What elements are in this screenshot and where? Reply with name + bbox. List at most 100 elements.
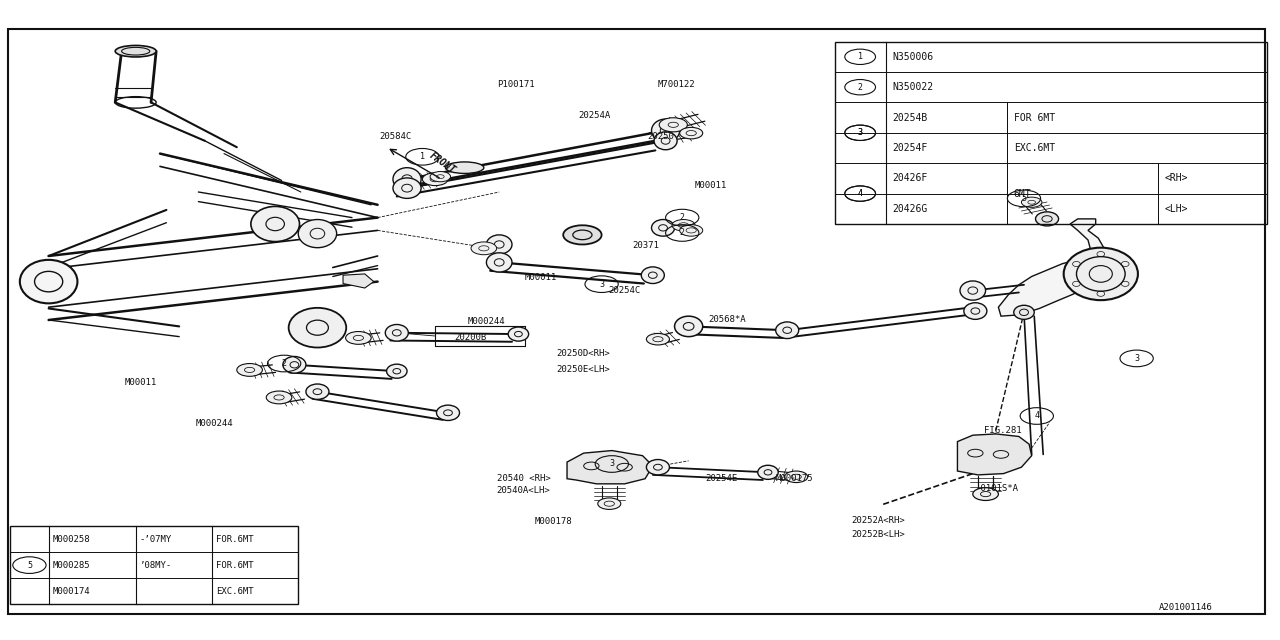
Ellipse shape (387, 364, 407, 378)
Text: 20252A<RH>: 20252A<RH> (851, 516, 905, 525)
Ellipse shape (115, 45, 156, 57)
Text: 20254C: 20254C (608, 286, 640, 295)
Text: 20540A<LH>: 20540A<LH> (497, 486, 550, 495)
Text: M000174: M000174 (52, 587, 90, 596)
Text: 2: 2 (680, 213, 685, 222)
Text: 20426F: 20426F (892, 173, 928, 184)
Text: N350022: N350022 (892, 82, 933, 92)
Text: FOR.6MT: FOR.6MT (216, 561, 253, 570)
Text: 20254A: 20254A (579, 111, 611, 120)
Ellipse shape (422, 173, 448, 186)
Ellipse shape (393, 178, 421, 198)
Polygon shape (343, 274, 374, 288)
Text: N350006: N350006 (892, 52, 933, 62)
Text: 2: 2 (680, 228, 685, 237)
Text: 20250: 20250 (648, 132, 675, 141)
Text: 3: 3 (858, 128, 863, 138)
Ellipse shape (654, 132, 677, 150)
Text: 20426G: 20426G (892, 204, 928, 214)
Text: 20371: 20371 (632, 241, 659, 250)
Text: M00011: M00011 (695, 181, 727, 190)
Ellipse shape (1064, 248, 1138, 300)
Text: <LH>: <LH> (1165, 204, 1188, 214)
Text: M700122: M700122 (658, 80, 695, 89)
Ellipse shape (298, 220, 337, 248)
Text: M000175: M000175 (776, 474, 813, 483)
Text: 20250E<LH>: 20250E<LH> (557, 365, 611, 374)
Ellipse shape (964, 303, 987, 319)
Text: 3: 3 (609, 460, 614, 468)
Ellipse shape (486, 235, 512, 254)
Text: -’07MY: -’07MY (140, 534, 172, 543)
Ellipse shape (471, 242, 497, 255)
Ellipse shape (346, 332, 371, 344)
Ellipse shape (486, 253, 512, 272)
Ellipse shape (393, 168, 421, 191)
Polygon shape (567, 451, 653, 484)
Ellipse shape (436, 405, 460, 420)
Text: 2: 2 (282, 359, 287, 368)
Text: M000258: M000258 (52, 534, 90, 543)
Text: 20254B: 20254B (892, 113, 928, 123)
Text: P100171: P100171 (497, 80, 534, 89)
Ellipse shape (758, 465, 778, 479)
Ellipse shape (251, 206, 300, 241)
Ellipse shape (785, 471, 808, 483)
Ellipse shape (659, 118, 687, 132)
Text: 3: 3 (1134, 354, 1139, 363)
Ellipse shape (680, 127, 703, 139)
Ellipse shape (1014, 305, 1034, 319)
Ellipse shape (430, 172, 451, 182)
Text: 1: 1 (420, 152, 425, 161)
Text: M000244: M000244 (467, 317, 504, 326)
Ellipse shape (20, 260, 77, 303)
Text: M000285: M000285 (52, 561, 90, 570)
Ellipse shape (646, 460, 669, 475)
Text: 1: 1 (858, 52, 863, 61)
Text: M00011: M00011 (124, 378, 156, 387)
Text: 6MT: 6MT (1014, 189, 1032, 198)
Ellipse shape (445, 162, 484, 173)
Polygon shape (957, 434, 1032, 475)
Text: 20584C: 20584C (379, 132, 411, 141)
Ellipse shape (641, 267, 664, 284)
Text: M000178: M000178 (535, 517, 572, 526)
Text: ’08MY-: ’08MY- (140, 561, 172, 570)
Ellipse shape (289, 308, 346, 348)
Text: FRONT: FRONT (428, 150, 457, 175)
Ellipse shape (266, 391, 292, 404)
Text: M00011: M00011 (525, 273, 557, 282)
Text: 20254F: 20254F (892, 143, 928, 153)
Ellipse shape (508, 327, 529, 341)
Ellipse shape (776, 322, 799, 339)
Text: 20252B<LH>: 20252B<LH> (851, 530, 905, 539)
Text: 2: 2 (858, 83, 863, 92)
Text: 20200B: 20200B (454, 333, 486, 342)
Ellipse shape (960, 281, 986, 300)
Text: 3: 3 (599, 280, 604, 289)
Text: 3: 3 (858, 128, 863, 138)
Ellipse shape (598, 498, 621, 509)
Text: FIG.281: FIG.281 (984, 426, 1021, 435)
Polygon shape (998, 219, 1133, 316)
Text: 4: 4 (858, 189, 863, 198)
Ellipse shape (306, 384, 329, 399)
Text: 5: 5 (1021, 194, 1027, 203)
Text: A201001146: A201001146 (1158, 604, 1212, 612)
Text: EXC.6MT: EXC.6MT (1014, 143, 1055, 153)
Text: EXC.6MT: EXC.6MT (216, 587, 253, 596)
Text: 20540 <RH>: 20540 <RH> (497, 474, 550, 483)
Ellipse shape (1021, 197, 1042, 207)
Text: M000244: M000244 (196, 419, 233, 428)
Ellipse shape (652, 220, 675, 236)
Text: -0101S*A: -0101S*A (975, 484, 1019, 493)
Text: 20254E: 20254E (705, 474, 737, 483)
Ellipse shape (646, 333, 669, 345)
Text: 20250D<RH>: 20250D<RH> (557, 349, 611, 358)
Ellipse shape (652, 119, 680, 142)
Ellipse shape (1036, 212, 1059, 226)
Ellipse shape (672, 220, 695, 231)
Text: 4: 4 (858, 189, 863, 198)
Ellipse shape (675, 316, 703, 337)
Text: 20568*A: 20568*A (708, 316, 745, 324)
